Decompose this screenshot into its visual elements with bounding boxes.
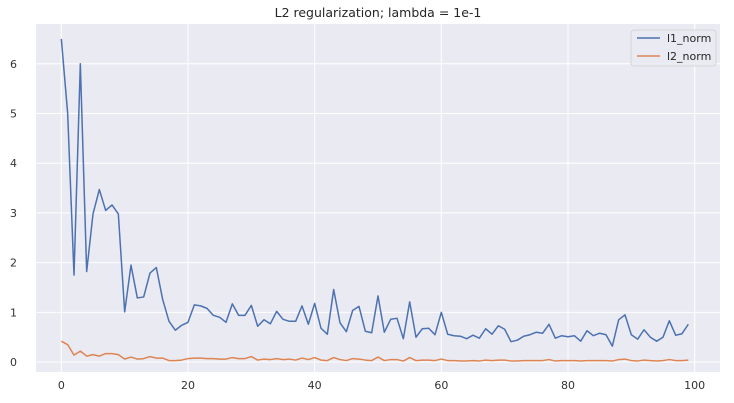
grid-lines	[36, 24, 720, 372]
y-tick-label: 5	[10, 107, 17, 120]
y-tick-label: 0	[10, 356, 17, 369]
y-tick-label: 3	[10, 207, 17, 220]
y-tick-labels: 0 1 2 3 4 5 6	[10, 58, 17, 369]
plot-area	[36, 24, 720, 372]
x-tick-label: 60	[434, 379, 448, 392]
x-tick-label: 80	[561, 379, 575, 392]
x-tick-label: 40	[308, 379, 322, 392]
series-line-l2-norm	[60, 340, 689, 362]
x-tick-label: 100	[684, 379, 705, 392]
series-line-l1-norm	[60, 38, 689, 347]
x-tick-label: 0	[58, 379, 65, 392]
y-tick-label: 6	[10, 58, 17, 71]
legend-label-l2-norm: l2_norm	[667, 50, 711, 63]
x-tick-label: 20	[181, 379, 195, 392]
chart-title: L2 regularization; lambda = 1e-1	[275, 5, 482, 20]
series-lines	[60, 38, 689, 362]
legend-label-l1-norm: l1_norm	[667, 32, 711, 45]
y-tick-label: 1	[10, 306, 17, 319]
legend-box	[630, 29, 717, 67]
x-tick-labels: 0 20 40 60 80 100	[58, 379, 705, 392]
y-tick-label: 4	[10, 157, 17, 170]
legend: l1_norm l2_norm	[630, 29, 717, 67]
y-tick-label: 2	[10, 257, 17, 270]
